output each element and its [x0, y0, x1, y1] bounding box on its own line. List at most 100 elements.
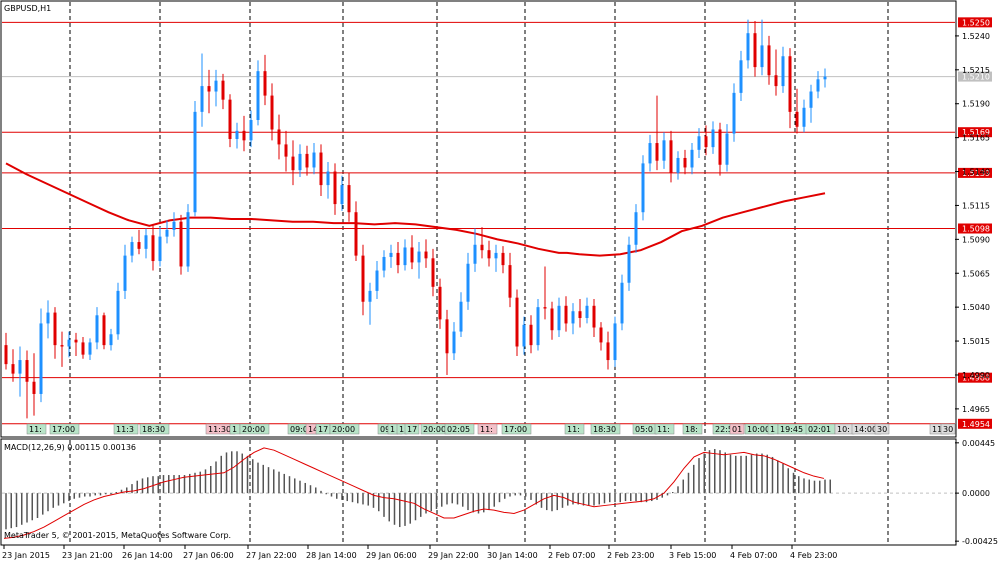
candle: [473, 228, 477, 272]
time-tick-label: 23 Jan 21:00: [62, 551, 113, 560]
candle: [256, 60, 260, 126]
event-tag-bg: [564, 423, 585, 435]
candle: [88, 338, 92, 361]
price-tick-label: 1.5090: [962, 235, 990, 244]
horizontal-levels: 1.5250 1.5169 1.5139 1.5098 1.4988 1.4954 1.52…: [2, 17, 992, 429]
candle: [214, 69, 218, 107]
event-tag: 30: [874, 423, 890, 435]
event-tag: 1: [387, 423, 399, 435]
candle: [158, 227, 162, 267]
macd-tick-label: -0.00425: [962, 537, 998, 546]
candle-body: [130, 242, 134, 256]
candle: [312, 143, 316, 175]
event-tag: 20:00: [329, 423, 360, 435]
event-tag-text: 11:: [480, 425, 493, 434]
candle: [102, 312, 106, 350]
event-tag-bg: [477, 423, 498, 435]
event-tag-text: 18:30: [142, 425, 165, 434]
candle-body: [403, 247, 407, 266]
candle: [116, 282, 120, 340]
candle: [291, 140, 295, 186]
event-tag-text: 10:00: [747, 425, 770, 434]
candle-body: [823, 76, 827, 80]
level-tag: 1.5169: [958, 127, 992, 138]
candle-body: [347, 185, 351, 213]
event-tag-bg: [729, 423, 745, 435]
candle-body: [711, 129, 715, 148]
time-tick-label: 29 Jan 22:00: [428, 551, 479, 560]
macd-tick-label: 0.0000: [962, 489, 990, 498]
candle: [382, 250, 386, 278]
price-tick-label: 1.5140: [962, 168, 990, 177]
event-tag-text: 09:00: [290, 425, 313, 434]
price-tick-label: 1.5015: [962, 337, 990, 346]
event-tag-text: 01: [732, 425, 742, 434]
candle-body: [613, 323, 617, 361]
candle: [459, 292, 463, 337]
candle-body: [718, 129, 722, 165]
candle: [823, 68, 827, 88]
candle: [655, 95, 659, 171]
candle-body: [109, 334, 113, 346]
level-tag-text: 1.5098: [962, 224, 990, 233]
candle-body: [137, 242, 141, 249]
main-panel-frame: [0, 0, 957, 438]
candle: [361, 244, 365, 316]
candle-body: [599, 327, 603, 343]
price-tick-label: 1.5240: [962, 32, 990, 41]
event-tag-bg: [404, 423, 420, 435]
candle: [249, 110, 253, 148]
candle: [403, 239, 407, 271]
candle: [809, 84, 813, 123]
level-tag-bg: [958, 372, 992, 383]
time-tick-label: 29 Jan 06:00: [366, 551, 417, 560]
candle-body: [459, 301, 463, 332]
level-tag-text: 1.4988: [962, 374, 990, 383]
candle: [767, 35, 771, 85]
level-tag-text: 1.4954: [962, 420, 990, 429]
candle: [81, 336, 85, 359]
time-tick-label: 27 Jan 22:00: [246, 551, 297, 560]
candle-body: [641, 163, 645, 213]
candle-body: [53, 312, 57, 346]
candle-body: [438, 286, 442, 320]
candle: [557, 297, 561, 337]
candle: [179, 214, 183, 275]
event-tag: 01: [729, 423, 745, 435]
candle-body: [746, 33, 750, 61]
candle-body: [522, 324, 526, 347]
event-tag-text: 02:01: [808, 425, 831, 434]
candle-body: [683, 157, 687, 168]
candle-body: [284, 144, 288, 157]
candle: [284, 130, 288, 172]
level-tag-bg: [958, 223, 992, 234]
candle-body: [690, 149, 694, 168]
candle: [466, 252, 470, 310]
event-tag-text: 1: [399, 425, 404, 434]
candle-body: [585, 305, 589, 319]
level-tag-text: 1.5139: [962, 169, 990, 178]
candle-body: [697, 136, 701, 150]
level-tag: 1.4988: [958, 372, 992, 383]
candle: [207, 69, 211, 114]
candle: [340, 175, 344, 211]
candle-body: [102, 315, 106, 346]
candle-body: [578, 311, 582, 319]
level-tag-text: 1.5169: [962, 128, 990, 137]
candle: [172, 212, 176, 237]
candle: [417, 242, 421, 279]
event-tag-text: 30: [877, 425, 887, 434]
candle: [501, 246, 505, 274]
candle-body: [249, 119, 253, 141]
candle-body: [543, 307, 547, 309]
candle: [389, 244, 393, 268]
price-tick-label: 1.5115: [962, 201, 990, 210]
candle-body: [445, 319, 449, 354]
event-tag-bg: [590, 423, 621, 435]
candle-body: [81, 342, 85, 355]
event-tag: 17: [404, 423, 420, 435]
candle-body: [340, 185, 344, 205]
price-tick-label: 1.5040: [962, 303, 990, 312]
candle: [228, 94, 232, 148]
candle-body: [277, 129, 281, 145]
